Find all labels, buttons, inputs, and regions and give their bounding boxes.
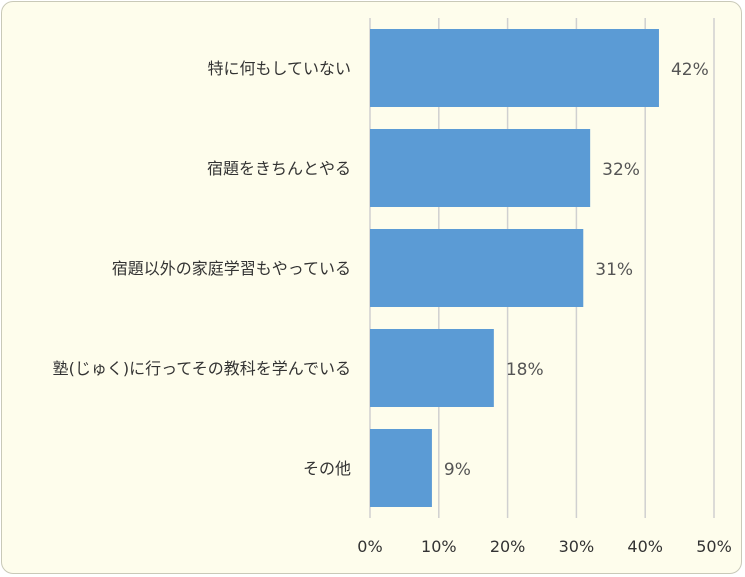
value-label: 18% xyxy=(506,360,544,380)
x-axis-ticks: 0% 10% 20% 30% 40% 50% xyxy=(357,537,731,556)
category-label: 宿題をきちんとやる xyxy=(207,159,351,178)
value-labels: 42% 32% 31% 18% 9% xyxy=(444,60,709,480)
bars xyxy=(370,29,659,507)
value-label: 31% xyxy=(595,260,633,280)
category-label: 宿題以外の家庭学習もやっている xyxy=(112,259,351,278)
bar xyxy=(370,429,432,507)
bar xyxy=(370,129,591,207)
x-tick-label: 50% xyxy=(696,537,732,556)
bar xyxy=(370,29,659,107)
bar xyxy=(370,229,584,307)
bar xyxy=(370,329,494,407)
x-tick-label: 30% xyxy=(559,537,595,556)
value-label: 9% xyxy=(444,460,471,480)
value-label: 42% xyxy=(671,60,709,80)
x-tick-label: 10% xyxy=(421,537,457,556)
category-labels: 特に何もしていない宿題をきちんとやる宿題以外の家庭学習もやっている塾(じゅく)に… xyxy=(53,59,351,478)
x-tick-label: 40% xyxy=(627,537,663,556)
value-label: 32% xyxy=(602,160,640,180)
category-label: 特に何もしていない xyxy=(207,59,351,78)
category-label: その他 xyxy=(303,459,351,478)
x-tick-label: 20% xyxy=(490,537,526,556)
category-label: 塾(じゅく)に行ってその教科を学んでいる xyxy=(53,359,351,378)
x-tick-label: 0% xyxy=(357,537,382,556)
